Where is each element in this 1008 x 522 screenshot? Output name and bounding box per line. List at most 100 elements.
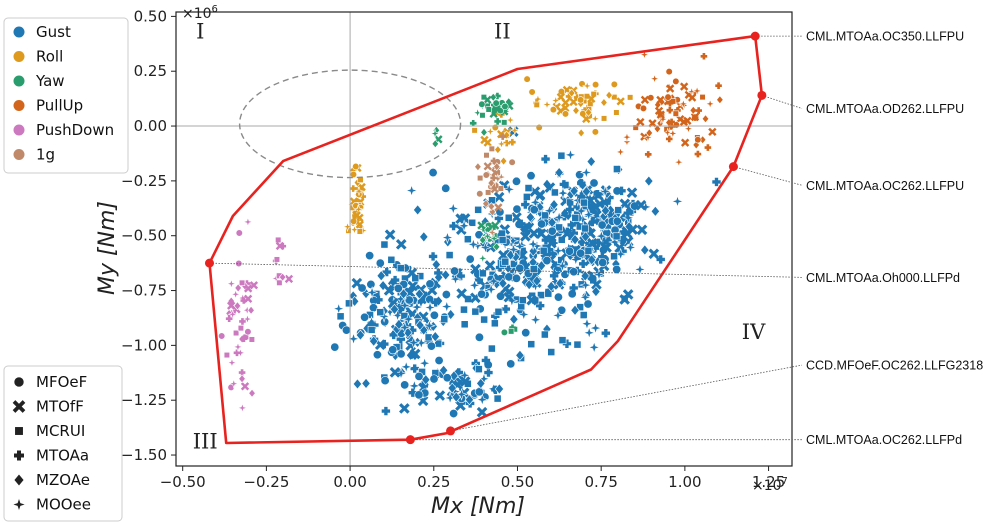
critical-point-label: CML.MTOAa.OD262.LLFPU (806, 102, 964, 116)
data-point-gust (478, 241, 492, 255)
data-point-gust (441, 231, 454, 245)
data-point-gust (474, 332, 484, 342)
data-point-1g (476, 190, 484, 198)
x-tick-label: 1.25 (752, 473, 785, 491)
data-point-pushdown (234, 283, 242, 293)
data-point-yaw (488, 233, 500, 244)
data-point-1g (486, 227, 498, 238)
data-point-gust (493, 394, 502, 403)
data-point-pushdown (278, 272, 287, 282)
data-point-gust (528, 245, 538, 257)
data-point-gust (380, 240, 389, 249)
data-point-1g (494, 203, 503, 212)
data-point-gust (626, 187, 638, 198)
series-pullup (615, 49, 724, 168)
data-point-gust (449, 221, 458, 231)
data-point-pullup (664, 93, 672, 101)
quadrant-label: III (193, 429, 218, 453)
data-point-gust (381, 406, 391, 416)
data-point-1g (490, 157, 498, 165)
data-point-gust (613, 165, 621, 173)
critical-point-label: CML.MTOAa.Oh000.LLFPd (806, 271, 960, 285)
leader-line (450, 364, 803, 432)
data-point-gust (565, 205, 575, 214)
data-point-gust (554, 167, 564, 179)
data-point-gust (449, 409, 459, 419)
data-point-yaw (472, 107, 483, 118)
data-point-gust (537, 291, 545, 299)
data-point-gust (382, 267, 391, 277)
data-point-gust (584, 246, 593, 255)
data-point-roll (627, 94, 634, 101)
data-point-pushdown (218, 332, 226, 340)
data-point-gust (601, 328, 611, 338)
data-point-roll (610, 80, 618, 89)
data-point-gust (712, 177, 721, 187)
data-point-pullup (665, 84, 675, 93)
data-point-gust (517, 219, 526, 229)
data-point-gust (598, 185, 612, 198)
data-point-gust (431, 298, 440, 307)
data-point-gust (399, 360, 413, 374)
data-point-gust (464, 295, 472, 303)
data-point-roll (611, 94, 618, 101)
data-point-gust (394, 366, 408, 380)
y-tick-label: −0.50 (121, 227, 167, 245)
data-point-gust (440, 300, 454, 313)
y-tick-label: −0.75 (121, 282, 167, 300)
data-point-gust (577, 179, 586, 188)
data-point-gust (597, 220, 607, 230)
data-point-yaw (492, 242, 501, 252)
data-point-gust (464, 394, 475, 406)
data-point-gust (594, 229, 608, 243)
data-point-roll (528, 88, 536, 96)
data-point-gust (414, 336, 428, 350)
data-point-gust (414, 288, 425, 300)
data-point-gust (457, 219, 471, 233)
x-exponent-power: 7 (782, 476, 788, 487)
x-tick-label: −0.50 (160, 473, 206, 491)
critical-point (446, 426, 456, 436)
data-point-yaw (479, 112, 486, 119)
data-point-gust (518, 296, 527, 305)
data-point-gust (503, 291, 515, 303)
data-point-1g (508, 158, 516, 166)
legend-label-pullup: PullUp (36, 97, 83, 115)
data-point-gust (589, 201, 601, 212)
data-point-gust (471, 307, 480, 316)
data-point-1g (490, 184, 499, 194)
data-point-gust (600, 205, 611, 217)
critical-point (405, 435, 415, 445)
data-point-yaw (483, 95, 492, 104)
data-point-gust (434, 268, 443, 278)
data-point-gust (640, 244, 650, 256)
data-point-gust (384, 229, 396, 241)
data-point-pushdown (227, 309, 238, 320)
data-point-gust (477, 289, 487, 299)
data-point-roll (483, 138, 492, 147)
x-tick-label: 0.25 (417, 473, 450, 491)
data-point-gust (559, 180, 569, 189)
data-point-roll (496, 138, 507, 150)
data-point-roll (353, 185, 365, 197)
data-point-gust (423, 319, 436, 333)
data-point-gust (450, 266, 460, 276)
style-legend-box (3, 365, 123, 522)
data-point-1g (493, 162, 501, 172)
data-point-gust (583, 299, 593, 309)
data-point-gust (330, 342, 340, 352)
legend-label-roll: Roll (36, 48, 63, 66)
data-point-pushdown (238, 279, 246, 286)
data-point-roll (600, 98, 608, 107)
data-point-pullup (668, 118, 675, 126)
data-point-gust (521, 226, 531, 236)
data-point-gust (546, 237, 557, 249)
data-point-roll (535, 123, 543, 132)
data-point-pullup (689, 105, 697, 115)
data-point-roll (505, 114, 516, 126)
data-point-pushdown (243, 284, 253, 293)
data-point-pushdown (226, 278, 237, 290)
data-point-pullup (673, 156, 685, 168)
data-point-gust (376, 270, 386, 282)
data-point-roll (494, 145, 502, 155)
